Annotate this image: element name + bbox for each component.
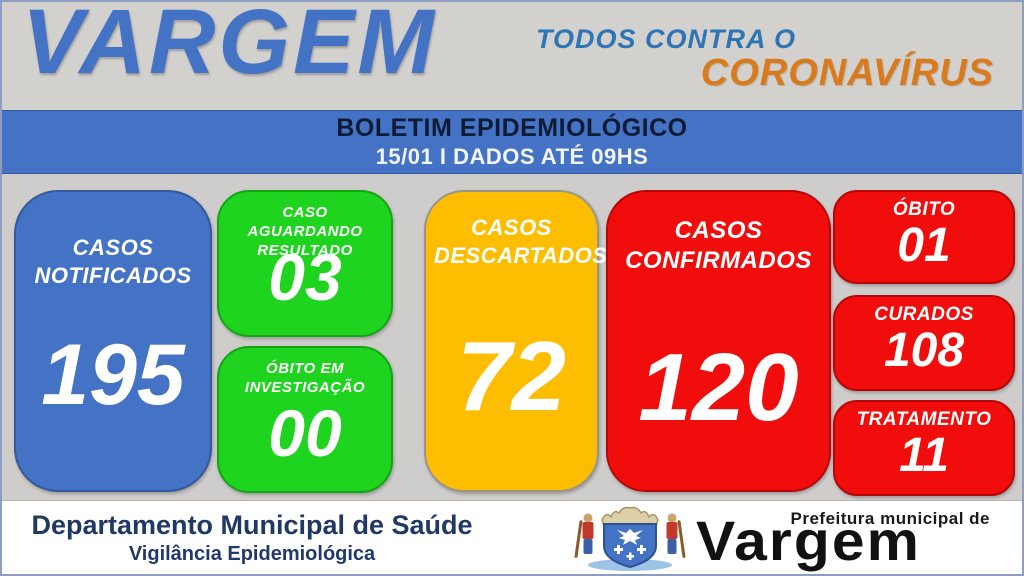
card-value: 72 (456, 321, 566, 431)
bulletin-title: BOLETIM EPIDEMIOLÓGICO (336, 114, 688, 142)
card-casos-confirmados: CASOS CONFIRMADOS 120 (606, 190, 831, 492)
bulletin-date-line: 15/01 I DADOS ATÉ 09HS (375, 144, 649, 169)
card-label: CASO AGUARDANDO RESULTADO (247, 204, 363, 259)
campaign-slogan-line1: TODOS CONTRA O (536, 24, 797, 54)
card-value: 195 (41, 327, 185, 423)
card-obito: ÓBITO 01 (833, 190, 1015, 284)
card-casos-notificados: CASOS NOTIFICADOS 195 (14, 190, 212, 492)
card-label: CASOS CONFIRMADOS (625, 217, 812, 274)
card-value: 01 (897, 219, 951, 272)
footer: Departamento Municipal de Saúde Vigilânc… (2, 500, 1022, 574)
card-label: CASOS NOTIFICADOS (34, 235, 192, 288)
seal-caption: Prefeitura municipal de (790, 509, 990, 528)
card-curados: CURADOS 108 (833, 295, 1015, 391)
campaign-slogan-line2: CORONAVÍRUS (700, 52, 994, 94)
card-value: 11 (899, 429, 949, 482)
card-casos-descartados: CASOS DESCARTADOS 72 (424, 190, 608, 492)
city-title: VARGEM (22, 0, 437, 93)
card-value: 00 (268, 396, 342, 470)
division-name: Vigilância Epidemiológica (128, 543, 376, 565)
card-label: CURADOS (874, 304, 974, 325)
seal-name: Vargem (696, 509, 922, 572)
card-label: ÓBITO EM INVESTIGAÇÃO (244, 360, 366, 396)
card-value: 120 (638, 334, 799, 441)
card-label: ÓBITO (892, 199, 956, 220)
stats-area: CASOS NOTIFICADOS 195 CASO AGUARDANDO RE… (2, 174, 1022, 500)
card-caso-aguardando-resultado: CASO AGUARDANDO RESULTADO 03 (217, 190, 393, 337)
bulletin-banner: BOLETIM EPIDEMIOLÓGICO 15/01 I DADOS ATÉ… (2, 110, 1022, 175)
card-tratamento: TRATAMENTO 11 (833, 400, 1015, 496)
card-value: 108 (883, 324, 965, 377)
card-label: TRATAMENTO (856, 409, 992, 430)
card-obito-em-investigacao: ÓBITO EM INVESTIGAÇÃO 00 (217, 346, 393, 493)
card-value: 03 (268, 240, 342, 314)
coat-of-arms-icon (574, 506, 686, 571)
department-name: Departamento Municipal de Saúde (31, 510, 473, 540)
header: VARGEM TODOS CONTRA O CORONAVÍRUS (2, 2, 1022, 110)
card-label: CASOS DESCARTADOS (434, 215, 608, 268)
